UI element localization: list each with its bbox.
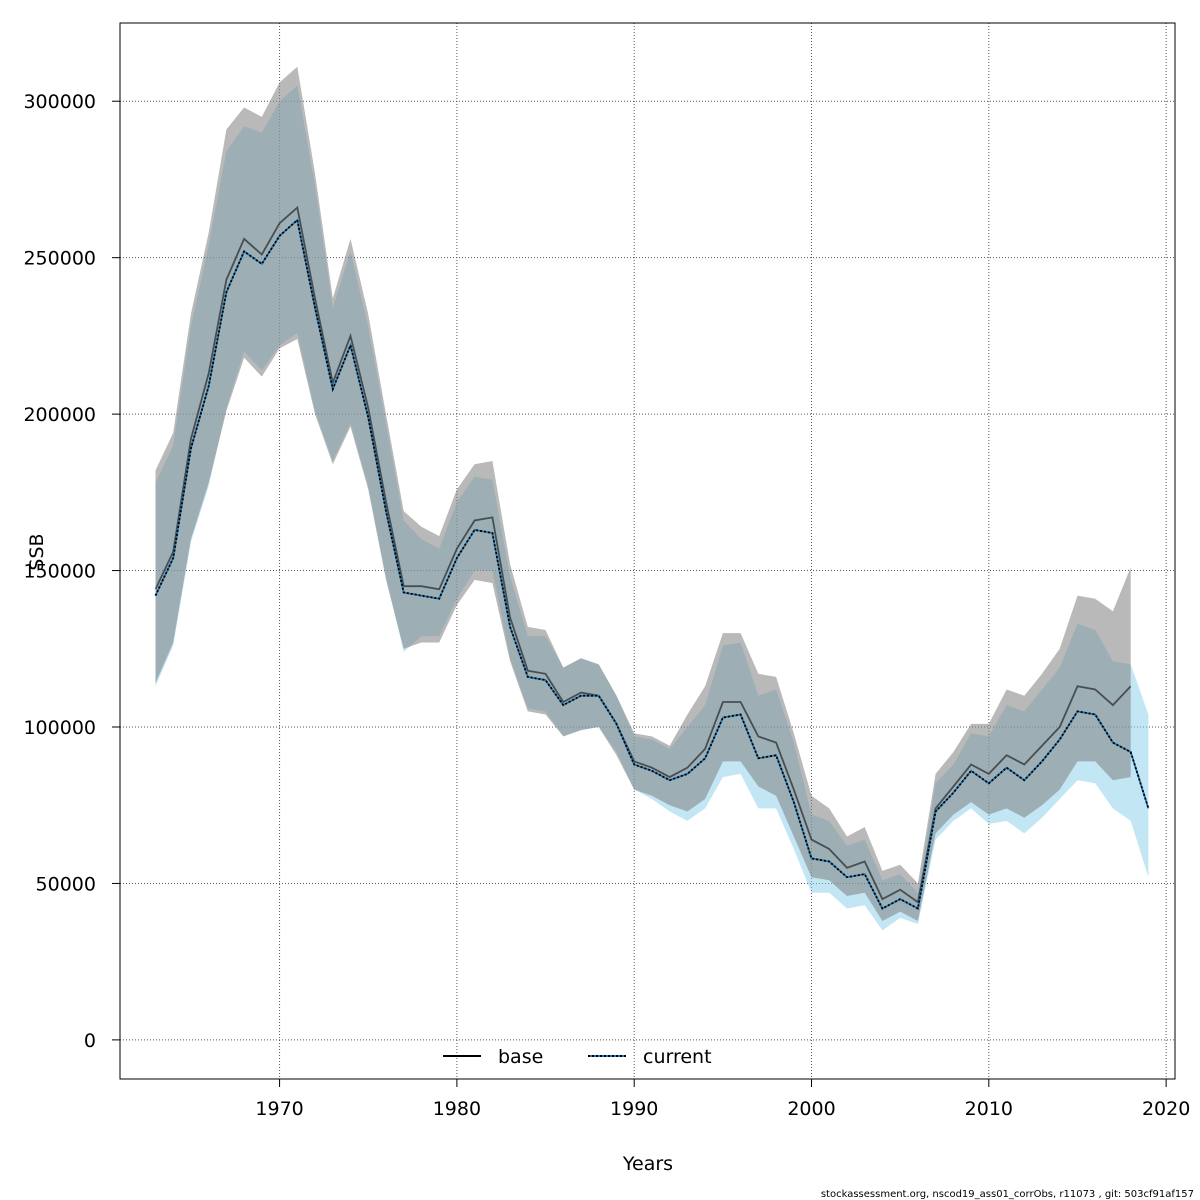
y-tick-label: 300000	[23, 91, 96, 113]
y-axis-title: SSB	[26, 533, 48, 570]
legend-base-label: base	[498, 1046, 543, 1068]
x-tick-label: 2020	[1142, 1098, 1190, 1120]
y-tick-label: 150000	[23, 561, 96, 583]
y-tick-label: 0	[84, 1030, 96, 1052]
series-lines	[154, 205, 1150, 910]
x-tick-label: 1990	[610, 1098, 658, 1120]
axes: 1970 1980 1990 2000 2010 2020 0 50000 100000 1500…	[23, 91, 1190, 1120]
base-line	[154, 205, 1132, 904]
current-line-dots	[154, 218, 1150, 910]
x-tick-label: 2010	[965, 1098, 1013, 1120]
x-tick-label: 1970	[255, 1098, 303, 1120]
plot-frame	[119, 22, 1176, 1080]
y-tick-label: 200000	[23, 404, 96, 426]
legend: base current	[443, 1046, 712, 1068]
x-tick-label: 2000	[787, 1098, 835, 1120]
y-tick-label: 50000	[36, 873, 96, 895]
grid	[120, 23, 1175, 1079]
x-tick-label: 1980	[433, 1098, 481, 1120]
confidence-bands	[155, 66, 1149, 931]
y-tick-label: 250000	[23, 248, 96, 270]
y-tick-label: 100000	[23, 717, 96, 739]
legend-current-label: current	[643, 1046, 712, 1068]
x-axis-title: Years	[622, 1153, 673, 1175]
footer-credit: stockassessment.org, nscod19_ass01_corrO…	[821, 1189, 1194, 1200]
base-confidence-band	[155, 66, 1131, 922]
